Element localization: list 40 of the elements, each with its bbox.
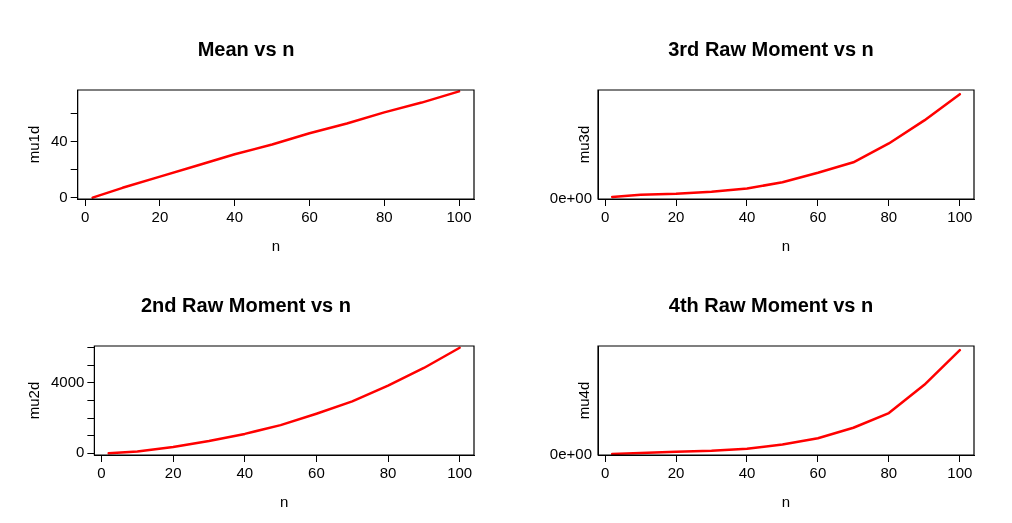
chart-title: Mean vs n bbox=[197, 37, 295, 60]
y-axis-title: mu2d bbox=[25, 381, 43, 420]
x-axis-title: n bbox=[280, 493, 289, 511]
x-tick-label: 20 bbox=[667, 464, 685, 482]
text: 0e+00 bbox=[549, 445, 592, 463]
x-tick-label: 40 bbox=[226, 208, 244, 226]
y-tick-label: 4000 bbox=[50, 373, 85, 391]
x-tick-label: 80 bbox=[880, 464, 898, 482]
x-axis-title: n bbox=[781, 493, 791, 511]
x-tick-label: 20 bbox=[151, 208, 169, 226]
x-tick-label: 80 bbox=[880, 208, 898, 226]
x-tick-label: 40 bbox=[236, 464, 254, 482]
text: 0e+00 bbox=[549, 189, 592, 207]
x-tick-label: 60 bbox=[301, 208, 318, 226]
x-tick-label: 60 bbox=[809, 208, 827, 226]
y-axis-title: mu1d bbox=[25, 125, 43, 164]
x-tick-label: 60 bbox=[308, 464, 325, 482]
y-axis-title: mu4d bbox=[575, 381, 593, 420]
y-tick-label: 40 bbox=[51, 131, 68, 149]
chart-title: 3rd Raw Moment vs n bbox=[668, 37, 874, 60]
x-tick-label: 20 bbox=[667, 208, 685, 226]
x-tick-label: 0 bbox=[600, 208, 610, 226]
x-tick-label: 100 bbox=[446, 208, 472, 226]
chart-title: 4th Raw Moment vs n bbox=[668, 293, 874, 316]
chart-title: 2nd Raw Moment vs n bbox=[140, 293, 352, 316]
x-axis-title: n bbox=[271, 237, 281, 255]
x-tick-label: 100 bbox=[447, 464, 473, 482]
y-tick-label: 0 bbox=[59, 187, 68, 205]
x-tick-label: 40 bbox=[738, 464, 756, 482]
x-tick-label: 100 bbox=[947, 464, 973, 482]
x-tick-label: 80 bbox=[379, 464, 397, 482]
x-tick-label: 0 bbox=[97, 464, 106, 482]
x-tick-label: 40 bbox=[738, 208, 756, 226]
x-tick-label: 60 bbox=[809, 464, 827, 482]
x-tick-label: 20 bbox=[164, 464, 182, 482]
x-tick-label: 80 bbox=[375, 208, 393, 226]
x-axis-title: n bbox=[781, 237, 791, 255]
x-tick-label: 0 bbox=[600, 464, 610, 482]
x-tick-label: 100 bbox=[947, 208, 973, 226]
y-axis-title: mu3d bbox=[575, 125, 593, 164]
